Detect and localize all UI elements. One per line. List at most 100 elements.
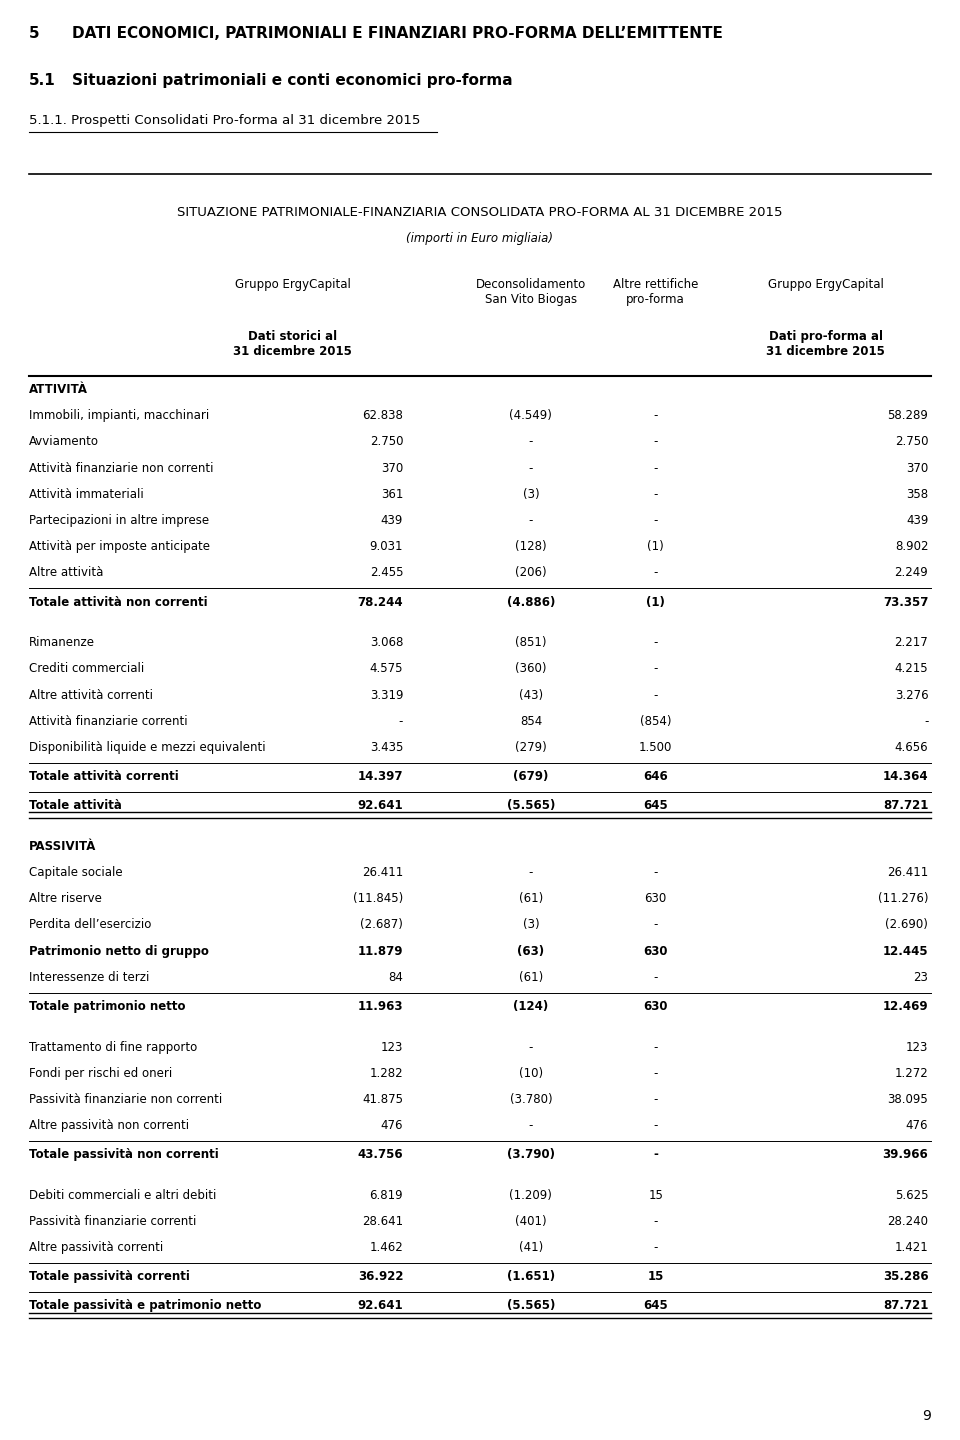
Text: 123: 123 (381, 1041, 403, 1054)
Text: 123: 123 (906, 1041, 928, 1054)
Text: (124): (124) (514, 999, 548, 1012)
Text: -: - (654, 488, 658, 501)
Text: (61): (61) (518, 893, 543, 906)
Text: DATI ECONOMICI, PATRIMONIALI E FINANZIARI PRO-FORMA DELL’EMITTENTE: DATI ECONOMICI, PATRIMONIALI E FINANZIAR… (72, 26, 723, 40)
Text: Altre passività non correnti: Altre passività non correnti (29, 1119, 189, 1132)
Text: Attività finanziarie non correnti: Attività finanziarie non correnti (29, 462, 213, 475)
Text: -: - (654, 514, 658, 527)
Text: 12.469: 12.469 (882, 999, 928, 1012)
Text: 28.240: 28.240 (887, 1215, 928, 1228)
Text: (11.845): (11.845) (353, 893, 403, 906)
Text: Totale patrimonio netto: Totale patrimonio netto (29, 999, 185, 1012)
Text: -: - (654, 1215, 658, 1228)
Text: 9: 9 (923, 1408, 931, 1423)
Text: 645: 645 (643, 799, 668, 812)
Text: Rimanenze: Rimanenze (29, 636, 95, 649)
Text: (5.565): (5.565) (507, 799, 555, 812)
Text: (4.886): (4.886) (507, 596, 555, 609)
Text: Totale passività correnti: Totale passività correnti (29, 1270, 190, 1283)
Text: (206): (206) (516, 566, 546, 579)
Text: 630: 630 (643, 945, 668, 958)
Text: -: - (924, 714, 928, 727)
Text: Altre attività correnti: Altre attività correnti (29, 688, 153, 701)
Text: 358: 358 (906, 488, 928, 501)
Text: Dati storici al
31 dicembre 2015: Dati storici al 31 dicembre 2015 (233, 330, 352, 357)
Text: 8.902: 8.902 (895, 540, 928, 553)
Text: 43.756: 43.756 (357, 1148, 403, 1161)
Text: (61): (61) (518, 971, 543, 984)
Text: PASSIVITÀ: PASSIVITÀ (29, 840, 96, 852)
Text: Attività immateriali: Attività immateriali (29, 488, 144, 501)
Text: Passività finanziarie correnti: Passività finanziarie correnti (29, 1215, 196, 1228)
Text: (11.276): (11.276) (877, 893, 928, 906)
Text: 38.095: 38.095 (888, 1093, 928, 1106)
Text: 645: 645 (643, 1299, 668, 1312)
Text: 4.656: 4.656 (895, 742, 928, 755)
Text: (128): (128) (516, 540, 546, 553)
Text: Situazioni patrimoniali e conti economici pro-forma: Situazioni patrimoniali e conti economic… (72, 73, 513, 88)
Text: SITUAZIONE PATRIMONIALE-FINANZIARIA CONSOLIDATA PRO-FORMA AL 31 DICEMBRE 2015: SITUAZIONE PATRIMONIALE-FINANZIARIA CONS… (178, 206, 782, 219)
Text: Attività per imposte anticipate: Attività per imposte anticipate (29, 540, 210, 553)
Text: 476: 476 (381, 1119, 403, 1132)
Text: -: - (529, 865, 533, 878)
Text: (1.651): (1.651) (507, 1270, 555, 1283)
Text: Avviamento: Avviamento (29, 435, 99, 448)
Text: -: - (529, 462, 533, 475)
Text: Disponibilità liquide e mezzi equivalenti: Disponibilità liquide e mezzi equivalent… (29, 742, 265, 755)
Text: 92.641: 92.641 (357, 799, 403, 812)
Text: 87.721: 87.721 (883, 1299, 928, 1312)
Text: (279): (279) (515, 742, 547, 755)
Text: 28.641: 28.641 (362, 1215, 403, 1228)
Text: 92.641: 92.641 (357, 1299, 403, 1312)
Text: Gruppo ErgyCapital: Gruppo ErgyCapital (235, 278, 350, 291)
Text: 87.721: 87.721 (883, 799, 928, 812)
Text: (2.690): (2.690) (885, 919, 928, 932)
Text: 62.838: 62.838 (362, 409, 403, 422)
Text: Gruppo ErgyCapital: Gruppo ErgyCapital (768, 278, 883, 291)
Text: 630: 630 (644, 893, 667, 906)
Text: -: - (654, 1119, 658, 1132)
Text: 2.249: 2.249 (895, 566, 928, 579)
Text: (3): (3) (522, 488, 540, 501)
Text: 73.357: 73.357 (883, 596, 928, 609)
Text: 84: 84 (389, 971, 403, 984)
Text: 1.421: 1.421 (895, 1241, 928, 1254)
Text: -: - (654, 1241, 658, 1254)
Text: 630: 630 (643, 999, 668, 1012)
Text: -: - (654, 636, 658, 649)
Text: Capitale sociale: Capitale sociale (29, 865, 123, 878)
Text: -: - (654, 688, 658, 701)
Text: 41.875: 41.875 (362, 1093, 403, 1106)
Text: 14.397: 14.397 (358, 770, 403, 783)
Text: 26.411: 26.411 (362, 865, 403, 878)
Text: -: - (654, 462, 658, 475)
Text: -: - (654, 566, 658, 579)
Text: Partecipazioni in altre imprese: Partecipazioni in altre imprese (29, 514, 209, 527)
Text: 476: 476 (906, 1119, 928, 1132)
Text: -: - (654, 662, 658, 675)
Text: 35.286: 35.286 (882, 1270, 928, 1283)
Text: -: - (654, 971, 658, 984)
Text: 14.364: 14.364 (882, 770, 928, 783)
Text: Debiti commerciali e altri debiti: Debiti commerciali e altri debiti (29, 1189, 216, 1202)
Text: 5: 5 (29, 26, 39, 40)
Text: 4.575: 4.575 (370, 662, 403, 675)
Text: Immobili, impianti, macchinari: Immobili, impianti, macchinari (29, 409, 209, 422)
Text: 58.289: 58.289 (887, 409, 928, 422)
Text: (401): (401) (516, 1215, 546, 1228)
Text: (63): (63) (517, 945, 544, 958)
Text: Altre rettifiche
pro-forma: Altre rettifiche pro-forma (613, 278, 698, 305)
Text: 9.031: 9.031 (370, 540, 403, 553)
Text: Attività finanziarie correnti: Attività finanziarie correnti (29, 714, 187, 727)
Text: -: - (654, 1041, 658, 1054)
Text: 23: 23 (914, 971, 928, 984)
Text: 854: 854 (519, 714, 542, 727)
Text: 1.282: 1.282 (370, 1067, 403, 1080)
Text: Deconsolidamento
San Vito Biogas: Deconsolidamento San Vito Biogas (476, 278, 586, 305)
Text: 36.922: 36.922 (358, 1270, 403, 1283)
Text: (10): (10) (518, 1067, 543, 1080)
Text: (43): (43) (518, 688, 543, 701)
Text: 4.215: 4.215 (895, 662, 928, 675)
Text: -: - (529, 1119, 533, 1132)
Text: 439: 439 (906, 514, 928, 527)
